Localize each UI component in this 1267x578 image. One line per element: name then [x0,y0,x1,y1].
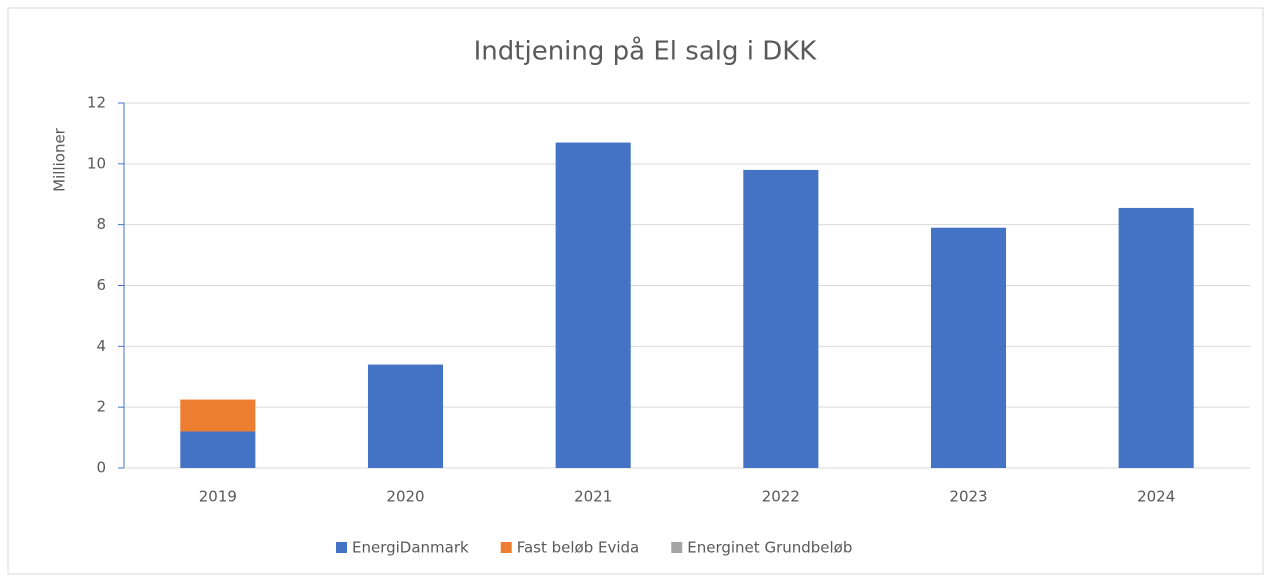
y-tick-label: 0 [96,459,106,477]
bar [555,142,631,468]
x-tick-label: 2021 [574,488,612,506]
y-tick-label: 2 [96,398,106,416]
y-tick-label: 4 [96,337,106,355]
x-tick-label: 2022 [762,488,800,506]
legend-label: Fast beløb Evida [517,539,640,557]
y-tick-label: 10 [87,154,106,172]
y-axis-label: Millioner [51,127,69,192]
bar [180,399,256,432]
chart-title: Indtjening på El salg i DKK [474,36,818,67]
x-tick-label: 2020 [386,488,424,506]
legend-label: Energinet Grundbeløb [687,539,852,557]
x-tick-label: 2023 [949,488,987,506]
y-tick-label: 12 [87,94,106,112]
bar [180,431,256,468]
y-tick-label: 6 [96,276,106,294]
bar [1118,207,1194,468]
x-tick-label: 2019 [199,488,237,506]
legend-swatch [671,542,683,553]
y-tick-label: 8 [96,215,106,233]
chart-frame [7,7,1264,575]
legend-label: EnergiDanmark [352,539,469,557]
bar [367,364,444,468]
x-tick-label: 2024 [1137,488,1175,506]
legend-swatch [336,542,347,553]
legend-swatch [500,542,512,553]
bar [743,169,819,468]
bar [930,227,1007,468]
